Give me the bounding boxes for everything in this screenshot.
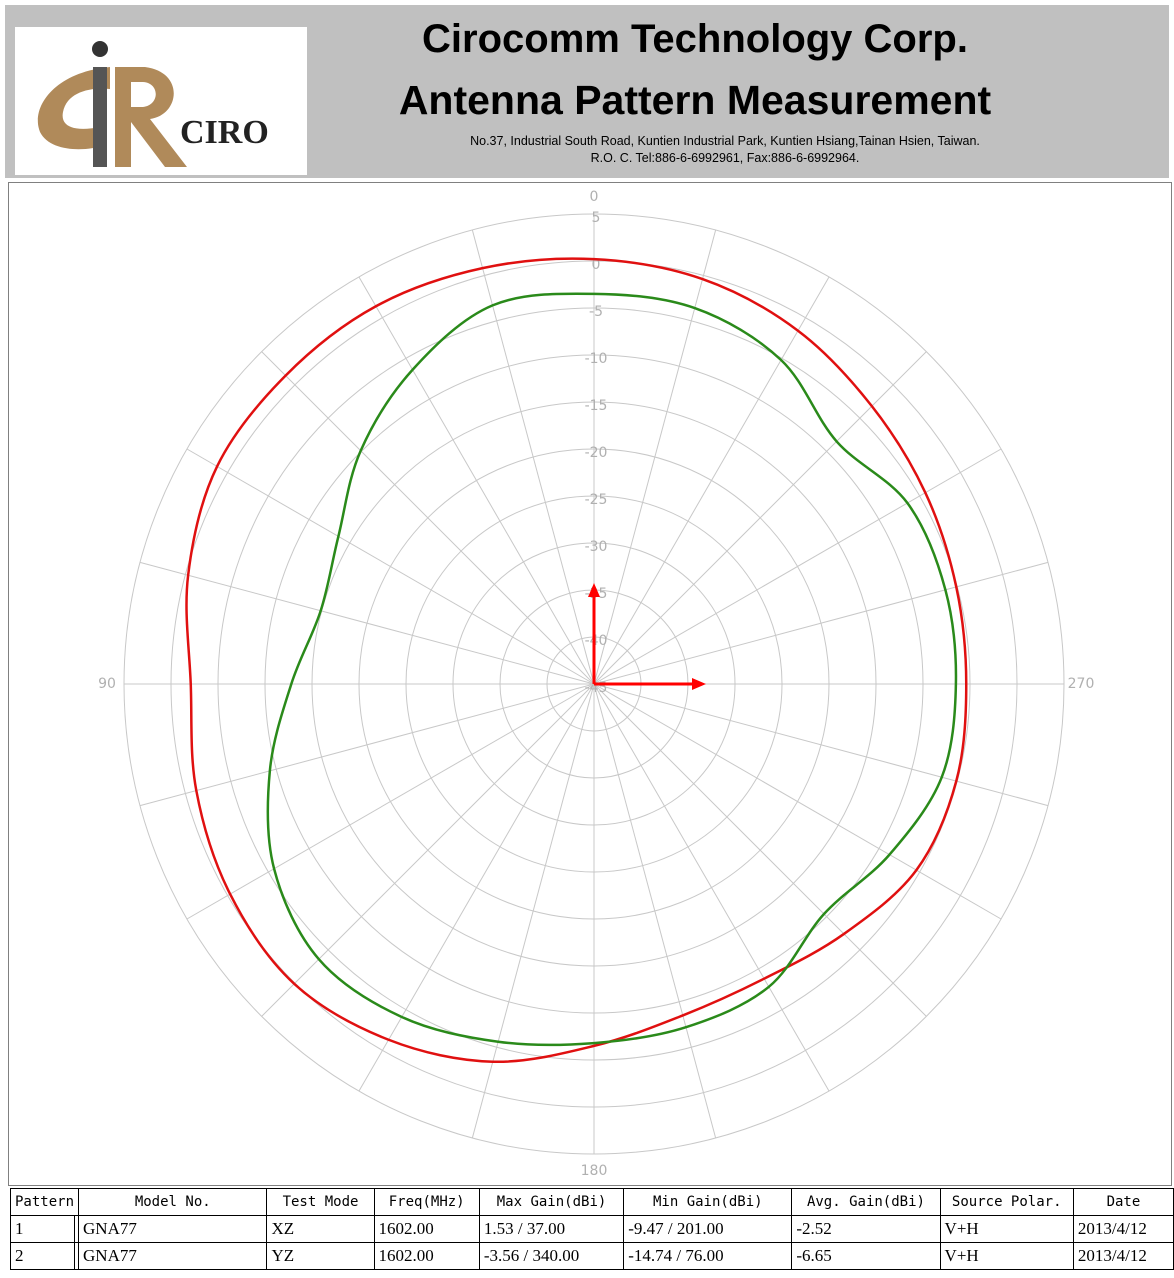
- data-row: 1 GNA77 XZ 1602.00 1.53 / 37.00 -9.47 / 201.0…: [9, 1215, 1174, 1243]
- r-tick-label: 0: [592, 257, 601, 273]
- r-tick-label: -45: [585, 680, 608, 696]
- subtitle: Antenna Pattern Measurement: [398, 77, 992, 123]
- ring: [311, 401, 877, 967]
- r-tick-label: -25: [585, 492, 608, 508]
- cell: 1602.00: [373, 1242, 480, 1270]
- cell: 2013/4/12: [1072, 1215, 1174, 1243]
- cell: YZ: [266, 1242, 375, 1270]
- pattern-line: [266, 292, 958, 1047]
- cell: V+H: [939, 1242, 1074, 1270]
- pattern-line: [185, 257, 968, 1064]
- r-tick-label: -30: [585, 539, 608, 555]
- r-tick-label: -15: [585, 398, 608, 414]
- header-cell: Freq(MHz): [373, 1188, 480, 1216]
- r-tick-label: 5: [592, 210, 601, 226]
- ring: [358, 448, 830, 920]
- theta-tick-label: 180: [581, 1163, 608, 1179]
- r-tick-label: -40: [585, 633, 608, 649]
- title: Cirocomm Technology Corp.: [422, 17, 968, 61]
- logo-text: CIRO: [180, 114, 269, 151]
- header-cell: Date: [1072, 1188, 1174, 1216]
- cell: 1.53 / 37.00: [478, 1215, 625, 1243]
- data-row: 2 GNA77 YZ 1602.00 -3.56 / 340.00 -14.74 / 76…: [9, 1242, 1174, 1270]
- r-tick-label: -5: [589, 304, 603, 320]
- cell: 1602.00: [373, 1215, 480, 1243]
- theta-tick-label: 90: [98, 676, 116, 692]
- ring: [452, 542, 736, 826]
- cell: XZ: [266, 1215, 375, 1243]
- axes-arrows: [588, 583, 706, 690]
- address-line: R.O. C. Tel:886-6-6992961, Fax:886-6-699…: [590, 151, 860, 165]
- cell: -2.52: [791, 1215, 941, 1243]
- arrow-head: [692, 678, 706, 690]
- logo: CIRO: [15, 27, 307, 175]
- ring: [217, 307, 971, 1061]
- cell: 2013/4/12: [1072, 1242, 1174, 1270]
- ring: [405, 495, 783, 873]
- cell: -14.74 / 76.00: [623, 1242, 793, 1270]
- header-cell: Model No.: [78, 1188, 268, 1216]
- cell: GNA77: [78, 1215, 268, 1243]
- header-cell: Source Polar.: [939, 1188, 1074, 1216]
- header-row: Pattern Model No. Test Mode Freq(MHz) Max Ga…: [9, 1188, 1174, 1216]
- header: CIRO Cirocomm Technology Corp. Antenna P…: [5, 5, 1169, 178]
- cell: 2: [9, 1242, 76, 1270]
- theta-tick-label: 270: [1068, 676, 1095, 692]
- ring: [264, 354, 924, 1014]
- curves: [185, 257, 968, 1064]
- cell: -9.47 / 201.00: [623, 1215, 793, 1243]
- header-cell: Pattern: [9, 1188, 80, 1216]
- arrow-head: [588, 583, 600, 597]
- cell: GNA77: [78, 1242, 268, 1270]
- r-tick-label: -10: [585, 351, 608, 367]
- header-cell: Min Gain(dBi): [623, 1188, 793, 1216]
- header-cell: Avg. Gain(dBi): [791, 1188, 941, 1216]
- header-cell: Max Gain(dBi): [478, 1188, 625, 1216]
- header-cell: Test Mode: [266, 1188, 375, 1216]
- cell: V+H: [939, 1215, 1074, 1243]
- logo-art: CIRO: [37, 41, 269, 167]
- ring: [123, 213, 1065, 1155]
- address-line: No.37, Industrial South Road, Kuntien In…: [470, 134, 980, 148]
- ring: [170, 260, 1018, 1108]
- address: No.37, Industrial South Road, Kuntien In…: [325, 133, 1125, 167]
- theta-tick-label: 0: [590, 189, 599, 205]
- r-tick-label: -20: [585, 445, 608, 461]
- legend-table: Pattern Model No. Test Mode Freq(MHz) Max Ga…: [9, 1188, 1174, 1270]
- cell: -3.56 / 340.00: [478, 1242, 625, 1270]
- cell: 1: [9, 1215, 76, 1243]
- cell: -6.65: [791, 1242, 941, 1270]
